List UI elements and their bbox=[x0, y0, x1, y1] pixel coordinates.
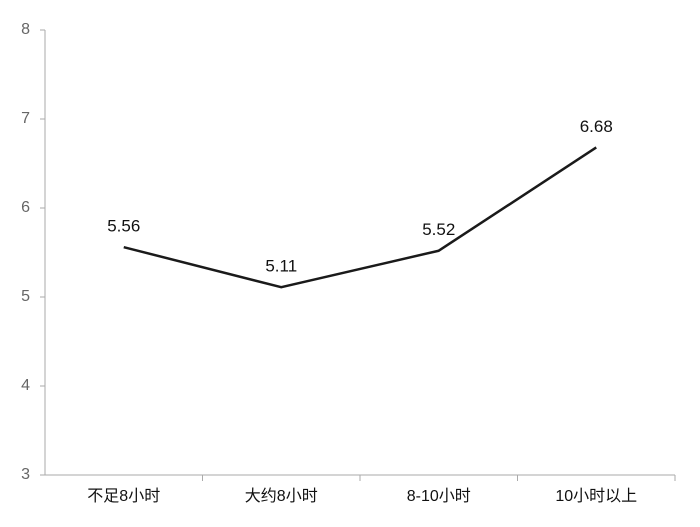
y-tick-label: 6 bbox=[21, 199, 30, 216]
x-tick-label: 不足8小时 bbox=[87, 487, 160, 505]
x-tick-label: 大约8小时 bbox=[245, 487, 318, 505]
data-line bbox=[123, 146, 597, 289]
data-label: 6.68 bbox=[580, 117, 613, 136]
data-label: 5.11 bbox=[265, 257, 297, 276]
y-tick-label: 5 bbox=[21, 288, 30, 305]
x-tick-label: 10小时以上 bbox=[555, 487, 637, 505]
y-tick-label: 8 bbox=[21, 21, 30, 38]
x-tick-label: 8-10小时 bbox=[407, 487, 471, 505]
y-tick-label: 4 bbox=[21, 377, 30, 394]
y-tick-label: 3 bbox=[21, 466, 30, 483]
data-label: 5.52 bbox=[422, 220, 455, 239]
data-label: 5.56 bbox=[107, 217, 140, 236]
y-tick-label: 7 bbox=[21, 110, 30, 127]
